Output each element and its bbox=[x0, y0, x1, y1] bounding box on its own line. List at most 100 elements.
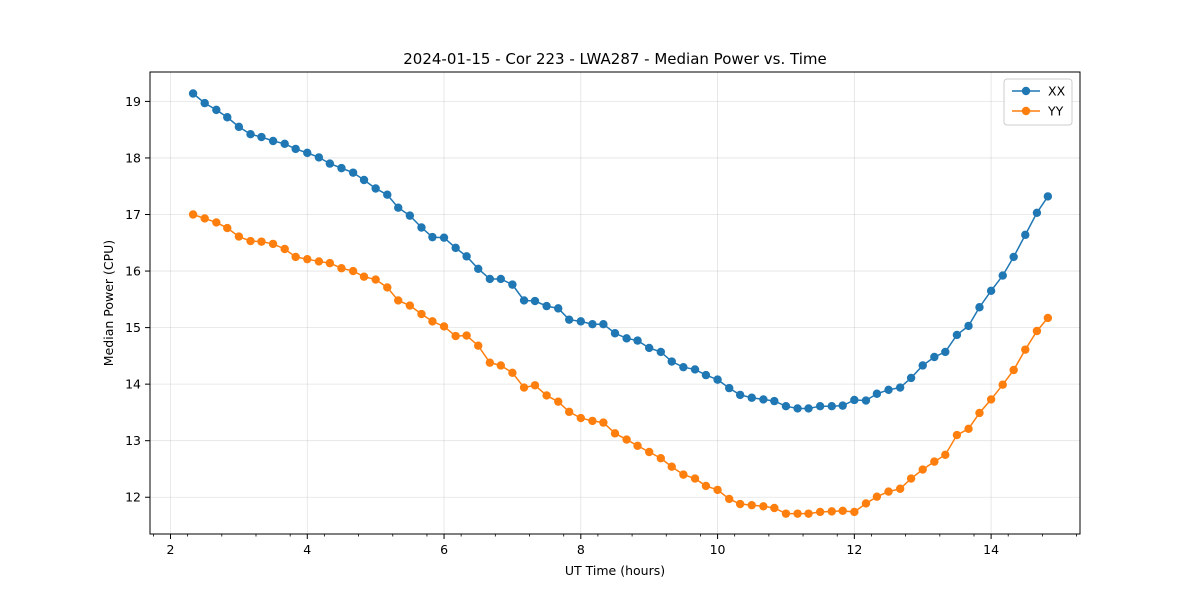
data-point-yy bbox=[337, 264, 346, 273]
data-point-xx bbox=[895, 383, 905, 392]
y-tick-label: 12 bbox=[125, 490, 141, 505]
data-point-xx bbox=[314, 153, 324, 162]
data-point-xx bbox=[610, 329, 620, 338]
data-point-xx bbox=[359, 175, 369, 185]
data-point-yy bbox=[770, 503, 779, 513]
data-point-yy bbox=[564, 407, 574, 417]
data-point-xx bbox=[964, 321, 973, 331]
data-point-xx bbox=[474, 264, 483, 273]
data-point-yy bbox=[998, 380, 1007, 389]
data-point-xx bbox=[394, 203, 403, 212]
data-point-yy bbox=[850, 507, 859, 517]
data-point-xx bbox=[303, 148, 312, 158]
data-point-xx bbox=[542, 301, 551, 311]
data-point-yy bbox=[428, 317, 437, 326]
series-line-xx bbox=[192, 92, 1049, 410]
data-point-xx bbox=[986, 286, 996, 296]
data-point-xx bbox=[383, 190, 392, 199]
data-point-yy bbox=[986, 395, 996, 404]
data-point-yy bbox=[496, 361, 506, 370]
data-point-yy bbox=[724, 494, 734, 504]
data-point-xx bbox=[417, 223, 426, 232]
data-point-xx bbox=[975, 303, 984, 312]
data-point-yy bbox=[747, 500, 756, 510]
data-point-yy bbox=[348, 266, 358, 276]
x-tick-label: 10 bbox=[710, 542, 726, 557]
data-point-yy bbox=[679, 470, 688, 479]
data-point-xx bbox=[952, 330, 962, 340]
data-point-xx bbox=[257, 132, 266, 142]
data-point-yy bbox=[394, 296, 403, 305]
y-tick-label: 14 bbox=[125, 377, 141, 392]
data-point-yy bbox=[861, 499, 871, 508]
data-point-yy bbox=[314, 257, 324, 266]
series-xx bbox=[188, 89, 1053, 413]
data-point-yy bbox=[781, 509, 791, 518]
data-point-yy bbox=[462, 331, 471, 340]
data-point-xx bbox=[690, 365, 700, 374]
legend-marker-yy bbox=[1021, 106, 1031, 116]
data-point-yy bbox=[838, 506, 847, 516]
x-axis-label: UT Time (hours) bbox=[565, 563, 665, 578]
data-point-yy bbox=[941, 450, 950, 460]
data-point-xx bbox=[576, 317, 586, 326]
y-tick-label: 17 bbox=[125, 207, 141, 222]
x-tick-label: 14 bbox=[983, 542, 999, 557]
data-point-yy bbox=[371, 275, 380, 284]
data-point-xx bbox=[701, 370, 711, 380]
data-point-xx bbox=[280, 139, 289, 149]
data-point-xx bbox=[850, 395, 859, 405]
data-point-yy bbox=[622, 435, 631, 444]
data-point-xx bbox=[918, 361, 927, 370]
data-point-xx bbox=[667, 357, 676, 366]
data-point-xx bbox=[622, 334, 631, 343]
data-point-yy bbox=[234, 232, 244, 241]
data-point-yy bbox=[383, 283, 392, 292]
data-point-yy bbox=[508, 368, 517, 378]
data-point-xx bbox=[747, 393, 756, 402]
y-tick-label: 19 bbox=[125, 94, 141, 109]
data-point-xx bbox=[234, 122, 244, 132]
data-point-xx bbox=[827, 402, 836, 411]
data-point-yy bbox=[588, 416, 597, 426]
data-point-yy bbox=[667, 462, 676, 471]
data-point-xx bbox=[519, 296, 529, 305]
data-point-xx bbox=[906, 373, 916, 383]
data-point-xx bbox=[496, 274, 506, 284]
data-point-xx bbox=[656, 347, 666, 357]
data-point-yy bbox=[610, 429, 620, 438]
data-point-xx bbox=[462, 252, 471, 261]
data-point-yy bbox=[701, 481, 711, 491]
data-point-xx bbox=[212, 105, 221, 115]
data-point-yy bbox=[268, 239, 278, 249]
series-line-yy bbox=[192, 213, 1049, 515]
data-point-xx bbox=[998, 271, 1007, 280]
data-point-xx bbox=[200, 98, 209, 108]
data-point-yy bbox=[223, 223, 232, 233]
data-point-xx bbox=[1043, 192, 1053, 201]
data-point-yy bbox=[325, 258, 335, 268]
data-point-yy bbox=[872, 492, 882, 501]
data-point-yy bbox=[735, 499, 745, 509]
data-point-yy bbox=[884, 487, 893, 496]
data-point-yy bbox=[1009, 365, 1018, 375]
data-point-yy bbox=[257, 237, 266, 246]
data-point-xx bbox=[770, 396, 779, 406]
data-point-yy bbox=[542, 391, 551, 400]
data-point-xx bbox=[588, 320, 597, 329]
y-tick-label: 18 bbox=[125, 150, 141, 165]
data-point-xx bbox=[759, 395, 768, 404]
legend: XX YY bbox=[1003, 78, 1073, 126]
data-point-xx bbox=[188, 89, 198, 98]
data-point-xx bbox=[291, 144, 300, 154]
data-point-xx bbox=[405, 211, 415, 220]
data-point-yy bbox=[439, 322, 449, 331]
data-point-xx bbox=[930, 352, 939, 362]
data-point-yy bbox=[519, 383, 529, 392]
data-point-xx bbox=[884, 385, 893, 395]
data-point-xx bbox=[804, 404, 813, 413]
data-point-xx bbox=[861, 396, 871, 405]
data-point-xx bbox=[439, 233, 449, 242]
data-point-yy bbox=[895, 484, 905, 493]
